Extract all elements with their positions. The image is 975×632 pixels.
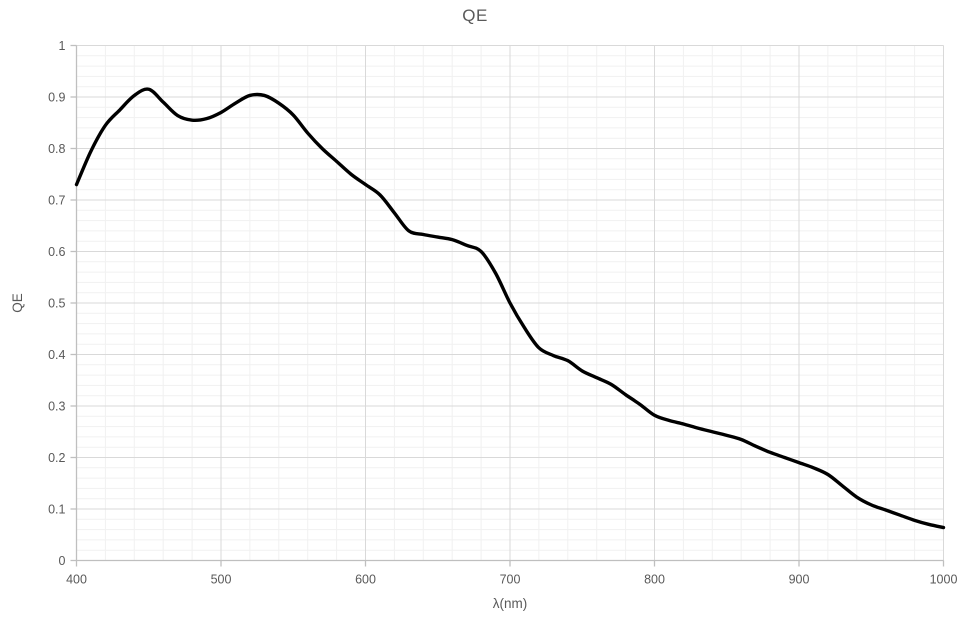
y-tick-label: 0.3 (48, 399, 65, 413)
chart-title: QE (462, 6, 488, 25)
x-tick-label: 600 (355, 573, 376, 587)
y-tick-label: 0 (59, 554, 66, 568)
y-axis-title: QE (10, 293, 25, 313)
y-tick-label: 0.6 (48, 245, 65, 259)
y-tick-label: 0.7 (48, 193, 65, 207)
x-tick-label: 1000 (930, 573, 958, 587)
y-tick-label: 0.5 (48, 296, 65, 310)
y-tick-label: 0.1 (48, 502, 65, 516)
y-tick-label: 0.2 (48, 451, 65, 465)
x-axis-title: λ(nm) (492, 596, 528, 611)
y-tick-label: 0.4 (48, 348, 65, 362)
y-tick-label: 0.9 (48, 90, 65, 104)
x-tick-label: 800 (644, 573, 665, 587)
y-tick-label: 0.8 (48, 142, 65, 156)
y-tick-label: 1 (59, 39, 66, 53)
x-tick-label: 900 (789, 573, 810, 587)
qe-curve (74, 87, 946, 530)
x-tick-label: 500 (211, 573, 232, 587)
x-tick-label: 700 (500, 573, 521, 587)
x-tick-label: 400 (66, 573, 87, 587)
